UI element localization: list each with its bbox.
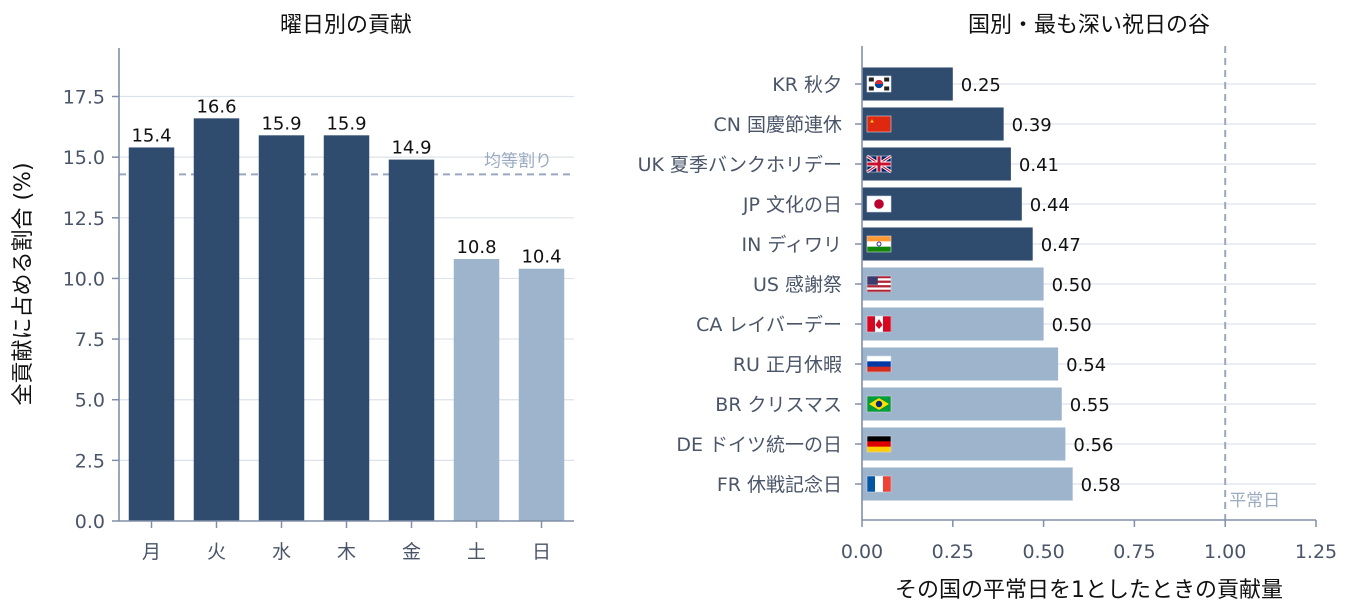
holiday-x-tick-label: 1.25 <box>1295 541 1337 563</box>
weekday-y-tick-label: 7.5 <box>75 329 105 351</box>
flag-cn-icon <box>866 115 892 133</box>
holiday-x-ticks: 0.00 0.25 0.50 0.75 1.00 1.25 <box>841 520 1337 563</box>
weekday-value-label: 14.9 <box>391 138 431 159</box>
flag-kr-icon <box>866 75 892 93</box>
holiday-y-tick-label: CN 国慶節連休 <box>713 114 842 136</box>
weekday-x-tick-label: 日 <box>532 541 551 563</box>
holiday-value-label: 0.56 <box>1073 435 1113 456</box>
weekday-x-tick-label: 火 <box>207 541 226 563</box>
holiday-value-label: 0.25 <box>961 75 1001 96</box>
flag-ru-icon <box>866 355 892 373</box>
weekday-value-label: 10.4 <box>521 247 561 268</box>
holiday-value-label: 0.50 <box>1052 275 1092 296</box>
holiday-x-axis-label: その国の平常日を1としたときの貢献量 <box>895 578 1283 603</box>
weekday-y-ticks: 0.0 2.5 5.0 7.5 10.0 12.5 15.0 17.5 <box>63 87 119 533</box>
holiday-x-tick-label: 1.00 <box>1204 541 1246 563</box>
holiday-flags <box>866 75 892 493</box>
holiday-chart: 平常日 0.25 0.39 0.41 0.44 0.47 0.50 0.50 0.54 0.55… <box>638 13 1338 603</box>
flag-uk-icon <box>866 154 892 174</box>
holiday-y-tick-label: JP 文化の日 <box>742 194 842 216</box>
holiday-axes <box>861 46 1316 521</box>
holiday-bar <box>862 467 1073 501</box>
weekday-value-label: 15.4 <box>131 125 171 146</box>
holiday-bar <box>862 427 1066 461</box>
holiday-y-tick-label: IN ディワリ <box>741 234 842 256</box>
weekday-x-tick-label: 月 <box>142 541 161 563</box>
flag-br-icon <box>866 395 892 413</box>
weekday-y-tick-label: 17.5 <box>63 87 105 109</box>
weekday-bar <box>258 135 305 522</box>
holiday-y-tick-label: BR クリスマス <box>715 394 842 416</box>
flag-us-icon <box>866 275 892 293</box>
holiday-x-tick-label: 0.00 <box>841 541 883 563</box>
holiday-value-label: 0.44 <box>1030 195 1070 216</box>
holiday-value-label: 0.47 <box>1041 235 1081 256</box>
holiday-value-label: 0.54 <box>1066 355 1106 376</box>
holiday-y-tick-label: UK 夏季バンクホリデー <box>638 154 842 176</box>
weekday-bar <box>518 268 565 521</box>
weekday-bars <box>128 118 565 522</box>
holiday-y-tick-label: FR 休戦記念日 <box>717 473 842 496</box>
holiday-x-tick-label: 0.50 <box>1022 541 1064 563</box>
holiday-bar <box>862 387 1062 421</box>
holiday-y-tick-label: US 感謝祭 <box>753 274 842 296</box>
holiday-bar <box>862 347 1059 381</box>
holiday-value-label: 0.39 <box>1012 115 1052 136</box>
holiday-bar <box>862 307 1044 341</box>
weekday-x-tick-label: 木 <box>337 541 356 563</box>
weekday-value-labels: 15.4 16.6 15.9 15.9 14.9 10.8 10.4 <box>131 96 561 267</box>
holiday-value-label: 0.58 <box>1081 475 1121 496</box>
holiday-y-ticks: KR 秋夕 CN 国慶節連休 UK 夏季バンクホリデー JP 文化の日 IN ディワリ U… <box>638 74 862 496</box>
holiday-value-labels: 0.25 0.39 0.41 0.44 0.47 0.50 0.50 0.54 0.55 0.56… <box>961 75 1121 496</box>
holiday-y-tick-label: KR 秋夕 <box>772 74 842 96</box>
flag-fr-icon <box>866 475 892 493</box>
holiday-y-tick-label: CA レイバーデー <box>696 314 842 336</box>
holiday-value-label: 0.55 <box>1070 395 1110 416</box>
weekday-bar <box>193 118 240 521</box>
holiday-bar <box>862 267 1044 301</box>
weekday-value-label: 10.8 <box>456 237 496 258</box>
weekday-y-tick-label: 15.0 <box>63 147 105 169</box>
weekday-chart-title: 曜日別の貢献 <box>280 13 412 38</box>
weekday-bar <box>388 159 435 522</box>
weekday-y-tick-label: 5.0 <box>75 390 105 412</box>
weekday-y-tick-label: 0.0 <box>75 511 105 533</box>
weekday-chart: 均等割り 15.4 16.6 15.9 15.9 14.9 10.8 10.4 0.0 2.5… <box>11 13 574 563</box>
equal-share-label: 均等割り <box>484 151 552 171</box>
holiday-value-label: 0.41 <box>1019 155 1059 176</box>
holiday-x-tick-label: 0.75 <box>1113 541 1155 563</box>
holiday-y-tick-label: DE ドイツ統一の日 <box>676 434 842 456</box>
flag-jp-icon <box>866 195 892 213</box>
weekday-value-label: 16.6 <box>196 96 236 117</box>
weekday-x-tick-label: 土 <box>467 541 486 563</box>
weekday-y-axis-label: 全貢献に占める割合 (%) <box>11 162 36 405</box>
weekday-bar <box>453 259 500 521</box>
weekday-y-tick-label: 12.5 <box>63 208 105 230</box>
weekday-x-tick-label: 水 <box>272 541 291 563</box>
weekday-y-tick-label: 2.5 <box>75 450 105 472</box>
holiday-x-tick-label: 0.25 <box>932 541 974 563</box>
weekday-x-tick-label: 金 <box>402 541 421 563</box>
weekday-value-label: 15.9 <box>261 113 301 134</box>
holiday-value-label: 0.50 <box>1052 315 1092 336</box>
weekday-bar <box>128 147 175 521</box>
weekday-y-tick-label: 10.0 <box>63 268 105 290</box>
weekday-value-label: 15.9 <box>326 113 366 134</box>
holiday-y-tick-label: RU 正月休暇 <box>733 354 842 376</box>
weekday-x-ticks: 月火水木金土日 <box>142 521 551 563</box>
flag-ca-icon <box>866 315 892 333</box>
holiday-chart-title: 国別・最も深い祝日の谷 <box>968 13 1210 38</box>
flag-in-icon <box>866 235 892 253</box>
normal-day-label: 平常日 <box>1229 491 1280 511</box>
flag-de-icon <box>866 435 892 453</box>
weekday-bar <box>323 135 370 522</box>
